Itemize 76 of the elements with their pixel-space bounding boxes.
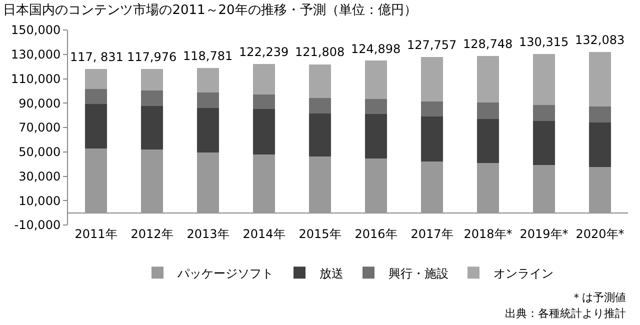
bar [252,64,276,95]
bar [476,163,500,213]
total-label: 124,898 [351,42,401,56]
x-tick-label: 2019年* [520,227,568,241]
total-label: 130,315 [519,35,569,49]
bar [420,161,444,213]
total-label: 127,757 [407,38,457,52]
bar [140,106,164,150]
x-tick-label: 2020年* [576,227,624,241]
x-tick-label: 2018年* [464,227,512,241]
legend-label: パッケージソフト [176,266,274,280]
bar [476,118,500,164]
y-tick-label: 70,000 [18,120,61,135]
bar [532,120,556,165]
bar [84,148,108,213]
bar [476,102,500,119]
chart-title: 日本国内のコンテンツ市場の2011～20年の推移・予測（単位：億円） [3,2,417,18]
bar [364,98,388,114]
total-label: 122,239 [239,45,289,59]
y-tick-label: 110,000 [10,72,61,86]
y-tick-label: 130,000 [10,48,61,62]
bar [84,89,108,104]
bar [364,114,388,158]
x-tick-label: 2016年 [354,227,398,241]
bar [532,164,556,213]
legend-label: 放送 [320,266,344,280]
total-label: 132,083 [575,33,625,47]
bar [196,92,220,108]
bar [196,68,220,93]
bar [140,69,164,91]
text: ＊は予測値 [571,291,626,304]
bar [420,116,444,162]
bar [420,101,444,116]
bar [196,152,220,213]
y-tick-label: 10,000 [18,194,61,208]
legend-label: 興行・施設 [388,266,448,280]
x-tick-label: 2015年 [298,227,342,241]
total-label: 128,748 [463,37,513,51]
y-tick-label: -10,000 [14,218,61,232]
x-tick-label: 2017年 [410,227,454,241]
x-tick-label: 2012年 [130,227,174,241]
y-tick-label: 50,000 [18,145,61,160]
total-label: 121,808 [295,45,345,59]
bar [252,109,276,154]
y-tick-label: 150,000 [10,23,61,38]
bar [364,158,388,213]
bar [588,122,612,168]
bar [196,108,220,153]
bar [532,105,556,121]
bar [364,60,388,99]
bar [308,156,332,213]
bar [420,57,444,102]
y-tick-label: 30,000 [18,169,61,184]
bar [252,94,276,110]
bar [476,56,500,103]
y-tick-label: 90,000 [18,96,61,110]
x-tick-label: 2011年 [74,227,118,241]
x-tick-label: 2014年 [242,227,286,241]
bar [588,167,612,213]
bar [588,52,612,107]
bar [84,104,108,148]
bar [308,113,332,157]
total-label: 118,781 [183,49,233,63]
bar [252,154,276,213]
bar [532,54,556,106]
source-note: 出典：各種統計より推計 [505,307,626,320]
bar [84,69,108,90]
legend-label: オンライン [494,266,554,280]
bar [140,90,164,106]
bar [308,64,332,98]
total-label: 117,976 [127,50,177,64]
bar [588,106,612,122]
bar [140,150,164,213]
x-tick-label: 2013年 [186,227,230,241]
total-label: 117, 831 [70,50,124,64]
bar [308,98,332,114]
